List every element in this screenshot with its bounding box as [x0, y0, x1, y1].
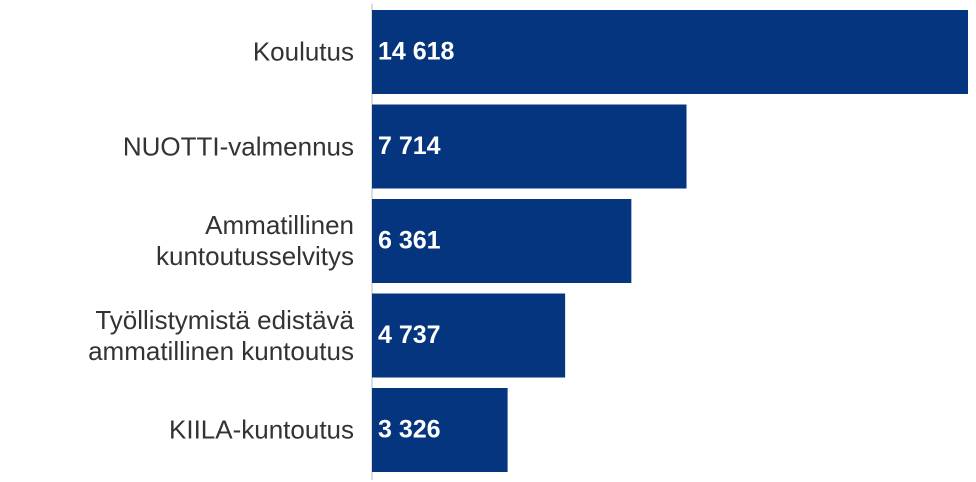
value-label: 7 714 — [378, 132, 441, 160]
category-label: Ammatillinen kuntoutusselvitys — [156, 210, 354, 271]
value-label: 6 361 — [378, 227, 441, 255]
category-label: Työllistymistä edistävä ammatillinen kun… — [88, 304, 354, 366]
value-label: 3 326 — [378, 416, 441, 444]
bar — [372, 388, 508, 472]
bar — [372, 293, 566, 378]
bar — [372, 10, 968, 94]
value-label: 4 737 — [378, 321, 441, 349]
category-label: KIILA-kuntoutus — [169, 414, 354, 445]
bar — [372, 104, 687, 189]
category-label: NUOTTI-valmennus — [122, 131, 354, 161]
category-label: Koulutus — [252, 36, 354, 67]
bar — [372, 199, 632, 283]
value-label: 14 618 — [378, 38, 455, 66]
